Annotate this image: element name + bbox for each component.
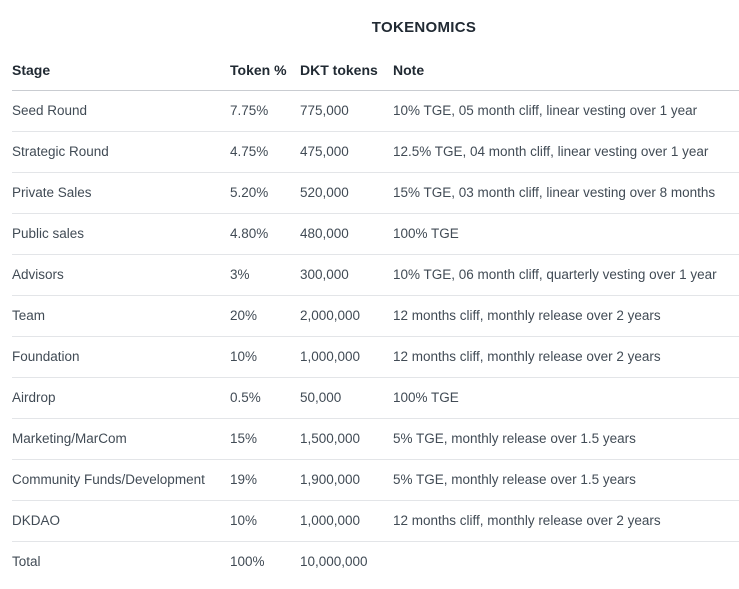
table-row: Private Sales 5.20% 520,000 15% TGE, 03 mon… <box>12 172 739 214</box>
cell-token-pct: 3% <box>230 254 300 296</box>
cell-note: 100% TGE <box>393 377 739 419</box>
cell-note: 5% TGE, monthly release over 1.5 years <box>393 459 739 501</box>
cell-note: 10% TGE, 05 month cliff, linear vesting … <box>393 90 739 132</box>
cell-stage: DKDAO <box>12 500 230 542</box>
cell-token-pct: 100% <box>230 554 265 570</box>
cell-dkt-tokens: 2,000,000 <box>300 295 393 337</box>
cell-stage: Advisors <box>12 254 230 296</box>
cell-token-pct: 20% <box>230 295 300 337</box>
cell-token-pct: 7.75% <box>230 90 300 132</box>
cell-dkt-tokens: 475,000 <box>300 131 393 173</box>
table-row: Strategic Round 4.75% 475,000 12.5% TGE, 04… <box>12 131 739 173</box>
cell-dkt-tokens: 50,000 <box>300 377 393 419</box>
cell-stage: Foundation <box>12 336 230 378</box>
cell-stage: Seed Round <box>12 90 230 132</box>
table-row: Advisors 3% 300,000 10% TGE, 06 month cliff… <box>12 254 739 296</box>
table-row: Foundation 10% 1,000,000 12 months cliff, m… <box>12 336 739 378</box>
cell-token-pct: 10% <box>230 500 300 542</box>
cell-token-pct: 10% <box>230 336 300 378</box>
cell-note: 12 months cliff, monthly release over 2 … <box>393 500 739 542</box>
page-title: TOKENOMICS <box>371 19 477 36</box>
table-header: Stage Token % DKT tokens Note <box>12 50 739 91</box>
cell-stage: Strategic Round <box>12 131 230 173</box>
column-header-dkt-tokens: DKT tokens <box>300 50 393 91</box>
table-row: Public sales 4.80% 480,000 100% TGE <box>12 213 739 255</box>
cell-token-pct: 15% <box>230 418 300 460</box>
column-header-token-pct: Token % <box>230 50 300 91</box>
cell-token-pct: 4.75% <box>230 131 300 173</box>
tokenomics-table: Stage Token % DKT tokens Note Seed Round… <box>12 50 739 582</box>
cell-note: 10% TGE, 06 month cliff, quarterly vesti… <box>393 254 739 296</box>
cell-stage: Community Funds/Development <box>12 459 230 501</box>
cell-note: 12 months cliff, monthly release over 2 … <box>393 295 739 337</box>
table-row: Total 100% 10,000,000 <box>12 541 739 582</box>
cell-note <box>393 541 739 582</box>
table-row: Team 20% 2,000,000 12 months cliff, monthly… <box>12 295 739 337</box>
table-row: Airdrop 0.5% 50,000 100% TGE <box>12 377 739 419</box>
cell-token-pct: 0.5% <box>230 377 300 419</box>
column-header-stage: Stage <box>12 50 230 91</box>
column-header-note: Note <box>393 50 739 91</box>
cell-note: 12 months cliff, monthly release over 2 … <box>393 336 739 378</box>
cell-stage: Airdrop <box>12 377 230 419</box>
table-header-row: Stage Token % DKT tokens Note <box>12 50 739 91</box>
cell-note: 5% TGE, monthly release over 1.5 years <box>393 418 739 460</box>
table-row: Community Funds/Development 19% 1,900,000 5… <box>12 459 739 501</box>
cell-stage: Marketing/MarCom <box>12 418 230 460</box>
cell-token-pct: 5.20% <box>230 172 300 214</box>
cell-dkt-tokens: 1,900,000 <box>300 459 393 501</box>
cell-dkt-tokens: 1,000,000 <box>300 336 393 378</box>
cell-note: 12.5% TGE, 04 month cliff, linear vestin… <box>393 131 739 173</box>
cell-note: 15% TGE, 03 month cliff, linear vesting … <box>393 172 739 214</box>
cell-dkt-tokens: 300,000 <box>300 254 393 296</box>
cell-stage: Total <box>12 554 41 570</box>
cell-dkt-tokens: 10,000,000 <box>300 554 368 570</box>
cell-stage: Team <box>12 295 230 337</box>
cell-token-pct: 4.80% <box>230 213 300 255</box>
cell-token-pct: 19% <box>230 459 300 501</box>
cell-dkt-tokens: 1,000,000 <box>300 500 393 542</box>
table-row: Marketing/MarCom 15% 1,500,000 5% TGE, mont… <box>12 418 739 460</box>
cell-dkt-tokens: 480,000 <box>300 213 393 255</box>
cell-note: 100% TGE <box>393 213 739 255</box>
table-row: DKDAO 10% 1,000,000 12 months cliff, monthl… <box>12 500 739 542</box>
cell-dkt-tokens: 1,500,000 <box>300 418 393 460</box>
cell-stage: Private Sales <box>12 172 230 214</box>
table-body: Seed Round 7.75% 775,000 10% TGE, 05 month … <box>12 90 739 582</box>
cell-dkt-tokens: 520,000 <box>300 172 393 214</box>
table-row: Seed Round 7.75% 775,000 10% TGE, 05 month … <box>12 90 739 132</box>
cell-dkt-tokens: 775,000 <box>300 90 393 132</box>
cell-stage: Public sales <box>12 213 230 255</box>
